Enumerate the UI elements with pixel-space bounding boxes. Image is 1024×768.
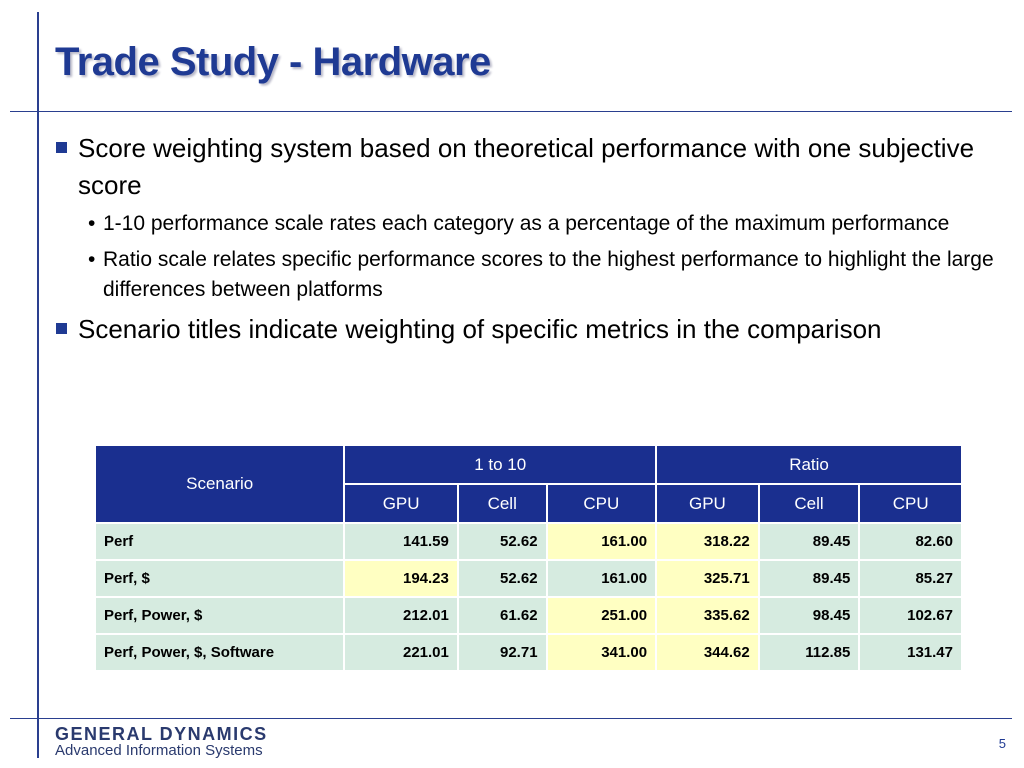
page-title: Trade Study - Hardware [55,40,491,84]
table-cell: 98.45 [759,598,859,633]
title-divider [10,111,1012,112]
square-bullet-icon [56,323,67,334]
sub-bullet-1-1: • 1-10 performance scale rates each cate… [55,209,995,239]
row-label: Perf, Power, $ [96,598,344,633]
table-cell: 212.01 [345,598,457,633]
sub-bullet-1-2: • Ratio scale relates specific performan… [55,245,995,305]
table-cell: 85.27 [860,561,961,596]
header-cell: Cell [759,485,859,522]
table-cell: 221.01 [345,635,457,670]
table-cell-highlighted: 344.62 [657,635,758,670]
table-cell: 52.62 [458,561,546,596]
table-cell: 141.59 [345,524,457,559]
table-cell: 112.85 [759,635,859,670]
table-cell: 52.62 [458,524,546,559]
sub-bullet-1-1-text: 1-10 performance scale rates each catego… [103,212,950,235]
table-cell: 102.67 [860,598,961,633]
bullet-2-text: Scenario titles indicate weighting of sp… [78,314,882,344]
bullet-list: Score weighting system based on theoreti… [55,130,995,353]
table-cell-highlighted: 335.62 [657,598,758,633]
table-cell: 131.47 [860,635,961,670]
table-row: Perf, Power, $ 212.01 61.62 251.00 335.6… [96,598,961,633]
header-group-1-to-10: 1 to 10 [345,446,656,483]
header-cell: Cell [458,485,546,522]
division-name: Advanced Information Systems [55,742,263,759]
trade-study-table: Scenario 1 to 10 Ratio GPU Cell CPU GPU … [94,444,963,672]
left-vertical-rule [37,12,39,758]
table-row: Perf, Power, $, Software 221.01 92.71 34… [96,635,961,670]
table-cell-highlighted: 325.71 [657,561,758,596]
table-cell-highlighted: 251.00 [547,598,656,633]
table-row: Perf, $ 194.23 52.62 161.00 325.71 89.45… [96,561,961,596]
bullet-1-text: Score weighting system based on theoreti… [78,133,975,200]
row-label: Perf, $ [96,561,344,596]
header-gpu: GPU [657,485,758,522]
header-cpu: CPU [547,485,656,522]
header-scenario: Scenario [96,446,344,522]
sub-bullet-1-2-text: Ratio scale relates specific performance… [103,248,994,301]
table-cell-highlighted: 318.22 [657,524,758,559]
bullet-1: Score weighting system based on theoreti… [55,130,995,204]
dot-bullet-icon: • [88,248,96,271]
header-group-ratio: Ratio [657,446,961,483]
table-cell-highlighted: 161.00 [547,524,656,559]
row-label: Perf [96,524,344,559]
table-cell: 89.45 [759,524,859,559]
square-bullet-icon [56,142,67,153]
bullet-2: Scenario titles indicate weighting of sp… [55,311,995,348]
table-cell: 82.60 [860,524,961,559]
table-cell-highlighted: 341.00 [547,635,656,670]
company-logo-text: GENERAL DYNAMICS [55,724,268,744]
page-number: 5 [998,736,1006,751]
table-row: Perf 141.59 52.62 161.00 318.22 89.45 82… [96,524,961,559]
row-label: Perf, Power, $, Software [96,635,344,670]
dot-bullet-icon: • [88,212,96,235]
table-cell: 161.00 [547,561,656,596]
header-gpu: GPU [345,485,457,522]
table-cell-highlighted: 194.23 [345,561,457,596]
table-cell: 89.45 [759,561,859,596]
table-cell: 92.71 [458,635,546,670]
table-cell: 61.62 [458,598,546,633]
header-cpu: CPU [860,485,961,522]
footer-divider [10,718,1012,719]
